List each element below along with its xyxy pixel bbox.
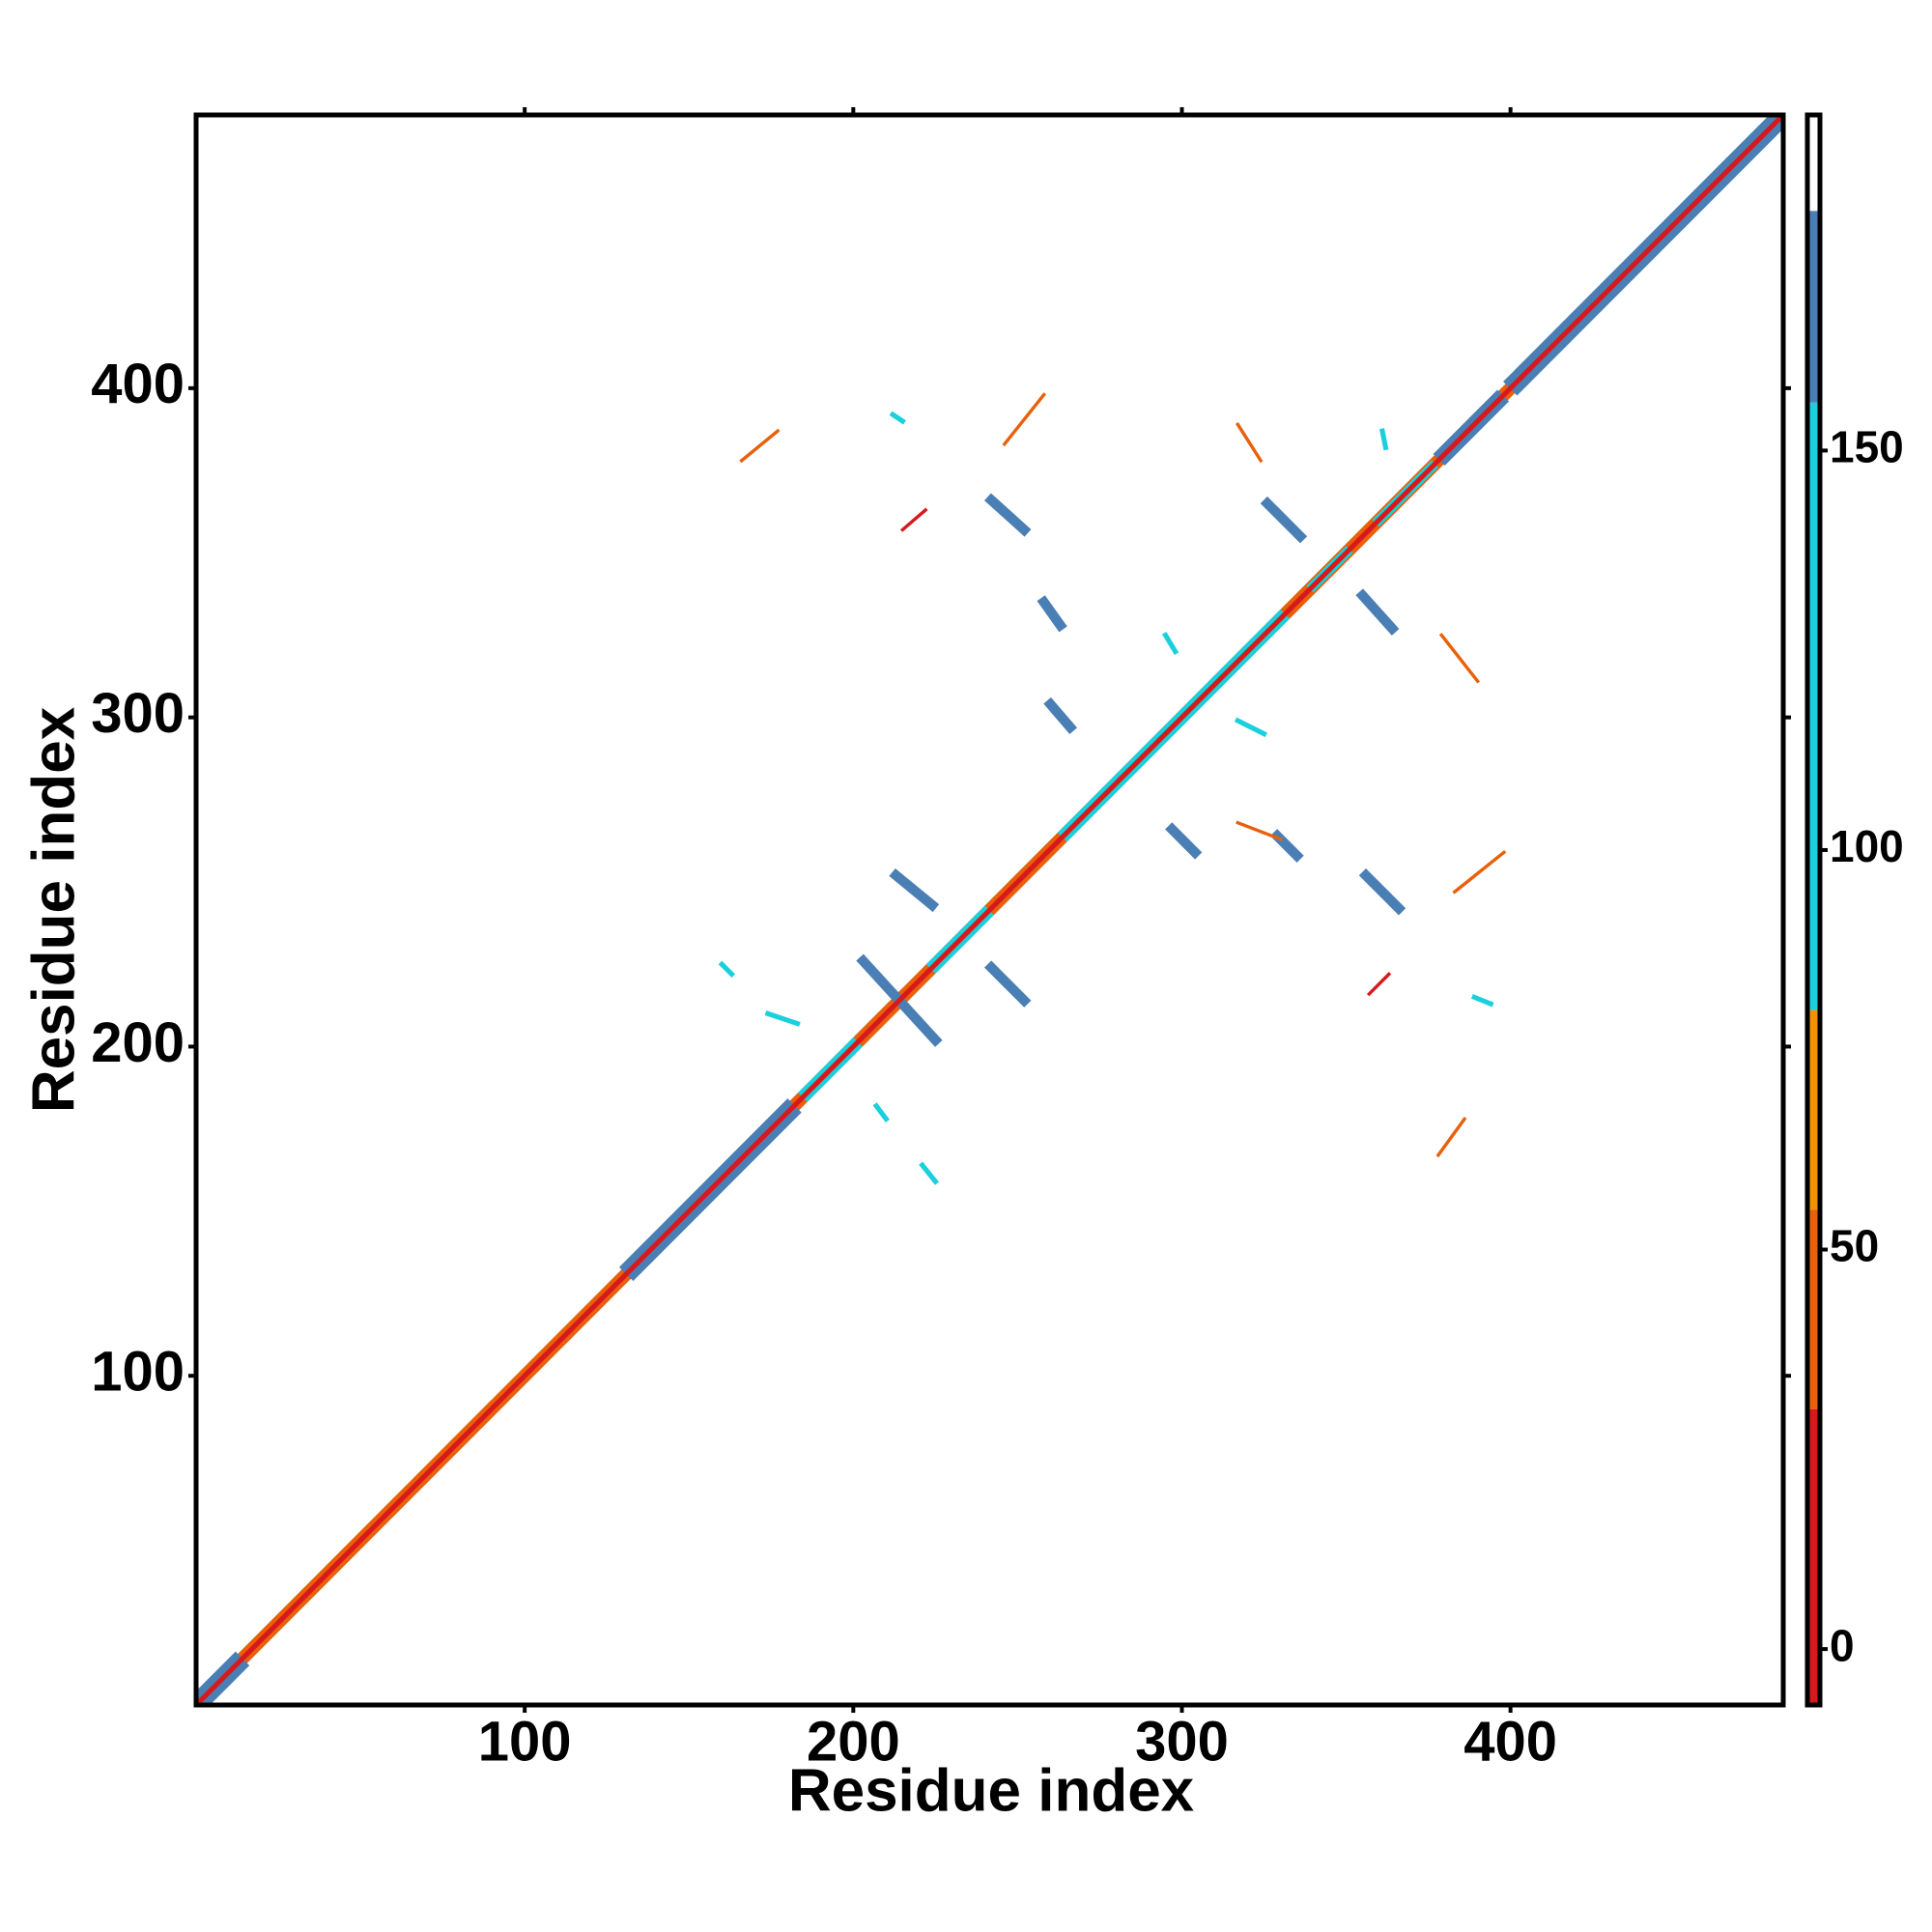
contact-segment: [1378, 428, 1389, 451]
x-tick-label: 400: [1463, 1710, 1557, 1773]
contact-segment: [1002, 392, 1047, 447]
contact-segment: [872, 1102, 890, 1122]
contact-segment: [1037, 595, 1067, 633]
colorbar-segment: [1807, 1009, 1820, 1210]
colorbar-tick-label: 0: [1830, 1620, 1855, 1670]
contact-segment: [1165, 822, 1203, 860]
contact-segment: [718, 960, 736, 979]
contact-segment: [1260, 496, 1308, 544]
contact-segment: [919, 1161, 939, 1185]
contact-segment: [1366, 972, 1392, 997]
colorbar-frame: [1804, 112, 1823, 1708]
y-tick-label: 100: [91, 1341, 185, 1404]
colorbar-segment: [1807, 1408, 1820, 1705]
colorbar-tick-label: 150: [1830, 422, 1904, 472]
contact-segment: [1452, 849, 1507, 895]
contact-segment: [1355, 588, 1400, 636]
contact-segment: [983, 960, 1032, 1008]
y-tick-label: 300: [91, 682, 185, 745]
contact-segment: [1234, 717, 1267, 738]
y-axis-title: Residue index: [20, 706, 87, 1113]
colorbar-segment: [1807, 211, 1820, 403]
contact-segment: [983, 493, 1032, 537]
contact-segment: [1043, 696, 1078, 735]
contact-segment: [889, 411, 906, 425]
colorbar-segment: [1807, 402, 1820, 1010]
contact-segment: [1435, 1117, 1467, 1158]
colorbar-segment: [1807, 1209, 1820, 1409]
contact-segment: [1161, 631, 1179, 655]
colorbar-tick-label: 100: [1830, 821, 1904, 871]
colorbar-segment: [1807, 115, 1820, 212]
x-tick-label: 300: [1135, 1710, 1229, 1773]
contact-segment: [196, 115, 1783, 1705]
colorbar-tick-label: 50: [1830, 1221, 1879, 1271]
x-tick-label: 200: [807, 1710, 900, 1773]
contact-segment: [1236, 820, 1283, 841]
contact-segment: [739, 428, 781, 464]
y-tick-label: 200: [91, 1011, 185, 1074]
contacts: [196, 115, 1783, 1705]
contact-segment: [1438, 633, 1481, 684]
contact-segment: [899, 507, 928, 532]
y-tick-label: 400: [91, 353, 185, 415]
x-axis-title: Residue index: [788, 1757, 1195, 1824]
contact-segment: [1235, 421, 1264, 464]
contact-segment: [889, 868, 940, 913]
contact-segment: [1470, 993, 1494, 1008]
x-tick-label: 100: [478, 1710, 572, 1773]
plot-frame: [193, 112, 1786, 1708]
contact-segment: [764, 1010, 801, 1027]
contact-segment: [1358, 868, 1406, 916]
